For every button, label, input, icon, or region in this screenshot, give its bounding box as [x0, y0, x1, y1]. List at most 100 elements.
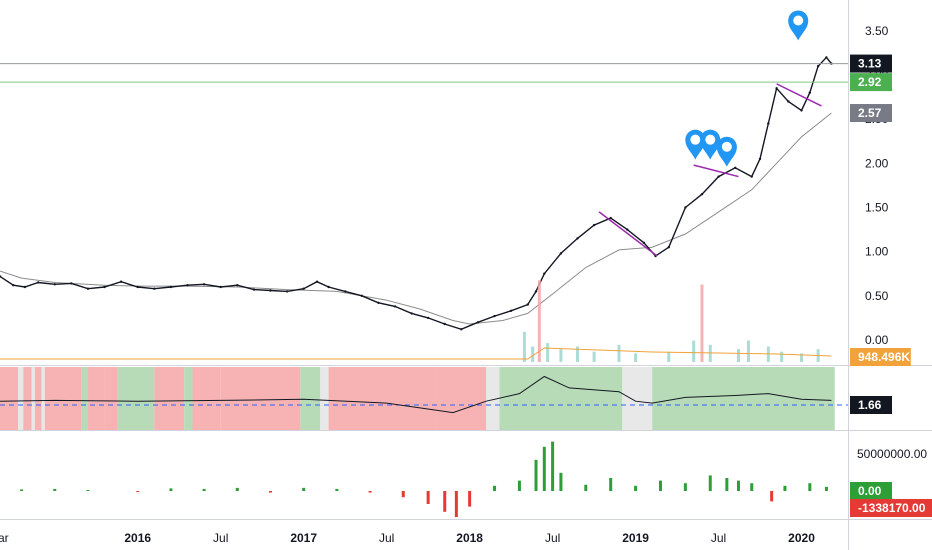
- volume-bar: [667, 351, 671, 362]
- oscillator-bar: [683, 483, 687, 491]
- indicator-segment: [622, 367, 653, 430]
- indicator-segment: [486, 367, 500, 430]
- marker-pin-hole: [793, 15, 804, 26]
- indicator-segment: [87, 367, 105, 430]
- price-point: [136, 285, 139, 289]
- oscillator-bar: [268, 491, 272, 493]
- indicator-segment: [104, 367, 118, 430]
- price-point: [344, 290, 347, 293]
- support-badge: 2.92: [850, 73, 892, 92]
- oscillator-bar: [426, 491, 430, 504]
- price-point: [23, 285, 27, 289]
- price-point: [700, 193, 704, 196]
- oscillator-bar: [551, 441, 555, 491]
- volume-ma-badge-bg: [850, 348, 911, 366]
- price-point: [543, 272, 546, 275]
- price-point: [758, 157, 762, 161]
- oscillator-bar: [725, 478, 729, 491]
- volume-bar: [708, 344, 712, 362]
- oscillator-bar: [609, 478, 613, 491]
- oscillator-bar: [770, 491, 774, 502]
- volume-ma-line: [0, 347, 832, 360]
- trend-line: [693, 164, 739, 178]
- volume-ma-badge-text: 948.496K: [858, 350, 910, 364]
- price-point: [787, 100, 790, 103]
- horizontal-levels[interactable]: [0, 63, 848, 83]
- indicator-segment: [300, 367, 321, 430]
- oscillator-bar: [454, 491, 458, 517]
- support-badge-bg: [850, 73, 892, 92]
- trend-line: [776, 83, 822, 107]
- oscillator-bar: [634, 485, 638, 491]
- volume-bar: [592, 351, 596, 362]
- trend-lines[interactable]: [598, 83, 822, 257]
- price-point: [642, 241, 646, 244]
- oscillator-bar: [534, 459, 538, 491]
- price-point: [12, 284, 15, 287]
- volume-bar: [746, 340, 750, 362]
- indicator-segment: [499, 367, 623, 430]
- indicator-segment: [328, 367, 437, 430]
- price-point: [315, 280, 319, 283]
- indicator-segment: [192, 367, 221, 430]
- ma-badge-text: 2.57: [858, 106, 882, 120]
- time-axis[interactable]: ar 2016 Jul 2017 Jul 2018 Jul 2019 Jul 2020: [0, 531, 815, 545]
- price-point: [825, 56, 828, 59]
- price-point: [609, 216, 612, 220]
- price-point: [800, 109, 803, 112]
- indicator-value-badge-bg: [850, 396, 892, 414]
- marker-icons[interactable]: [685, 10, 809, 167]
- indicator-segment: [652, 367, 835, 430]
- price-point: [534, 290, 538, 293]
- price-point: [667, 246, 670, 249]
- oscillator-bar: [401, 491, 405, 498]
- price-point: [443, 322, 446, 326]
- volume-bar: [700, 284, 704, 362]
- price-point: [70, 282, 73, 285]
- ma-badge: 2.57: [850, 104, 892, 123]
- oscillator-bar: [202, 488, 206, 491]
- oscillator-bar: [584, 484, 588, 491]
- oscillator-bar: [708, 475, 712, 491]
- price-tick-label: 0.50: [865, 289, 889, 303]
- trend-line: [598, 211, 658, 257]
- time-tick-label: 2016: [124, 531, 151, 545]
- indicator-segment: [154, 367, 185, 430]
- marker-pin-hole: [705, 134, 716, 145]
- price-point: [493, 314, 496, 318]
- price-point: [302, 287, 305, 290]
- indicator-segment: [23, 367, 32, 430]
- price-tick-label: 1.50: [865, 200, 889, 214]
- moving-average-line: [0, 112, 832, 325]
- oscillator-bar: [493, 485, 497, 491]
- oscillator-bar: [824, 486, 828, 491]
- support-badge-text: 2.92: [858, 75, 882, 89]
- indicator-segment: [184, 367, 193, 430]
- indicator-segment: [31, 367, 35, 430]
- indicator-panel: [0, 367, 848, 430]
- last-price-badge-bg: [850, 54, 892, 73]
- price-point: [476, 321, 480, 324]
- oscillator-bar: [783, 485, 787, 491]
- volume-bar: [537, 280, 541, 362]
- oscillator-bar: [86, 489, 90, 491]
- time-tick-label: Jul: [213, 531, 228, 545]
- marker-pin-hole: [690, 134, 701, 145]
- price-point: [509, 309, 513, 312]
- volume-bar: [692, 340, 696, 362]
- price-series-line: [0, 56, 832, 331]
- oscillator-bar: [20, 489, 24, 491]
- price-point: [808, 91, 811, 94]
- price-point: [236, 284, 239, 287]
- price-point: [460, 328, 463, 331]
- oscillator-value-badge-text: -1338170.00: [858, 501, 926, 515]
- oscillator-bar: [443, 491, 447, 512]
- price-point: [219, 285, 222, 289]
- price-point: [717, 175, 720, 178]
- oscillator-bar: [169, 488, 173, 491]
- marker-pin-hole: [721, 141, 732, 152]
- indicator-segment: [0, 367, 19, 430]
